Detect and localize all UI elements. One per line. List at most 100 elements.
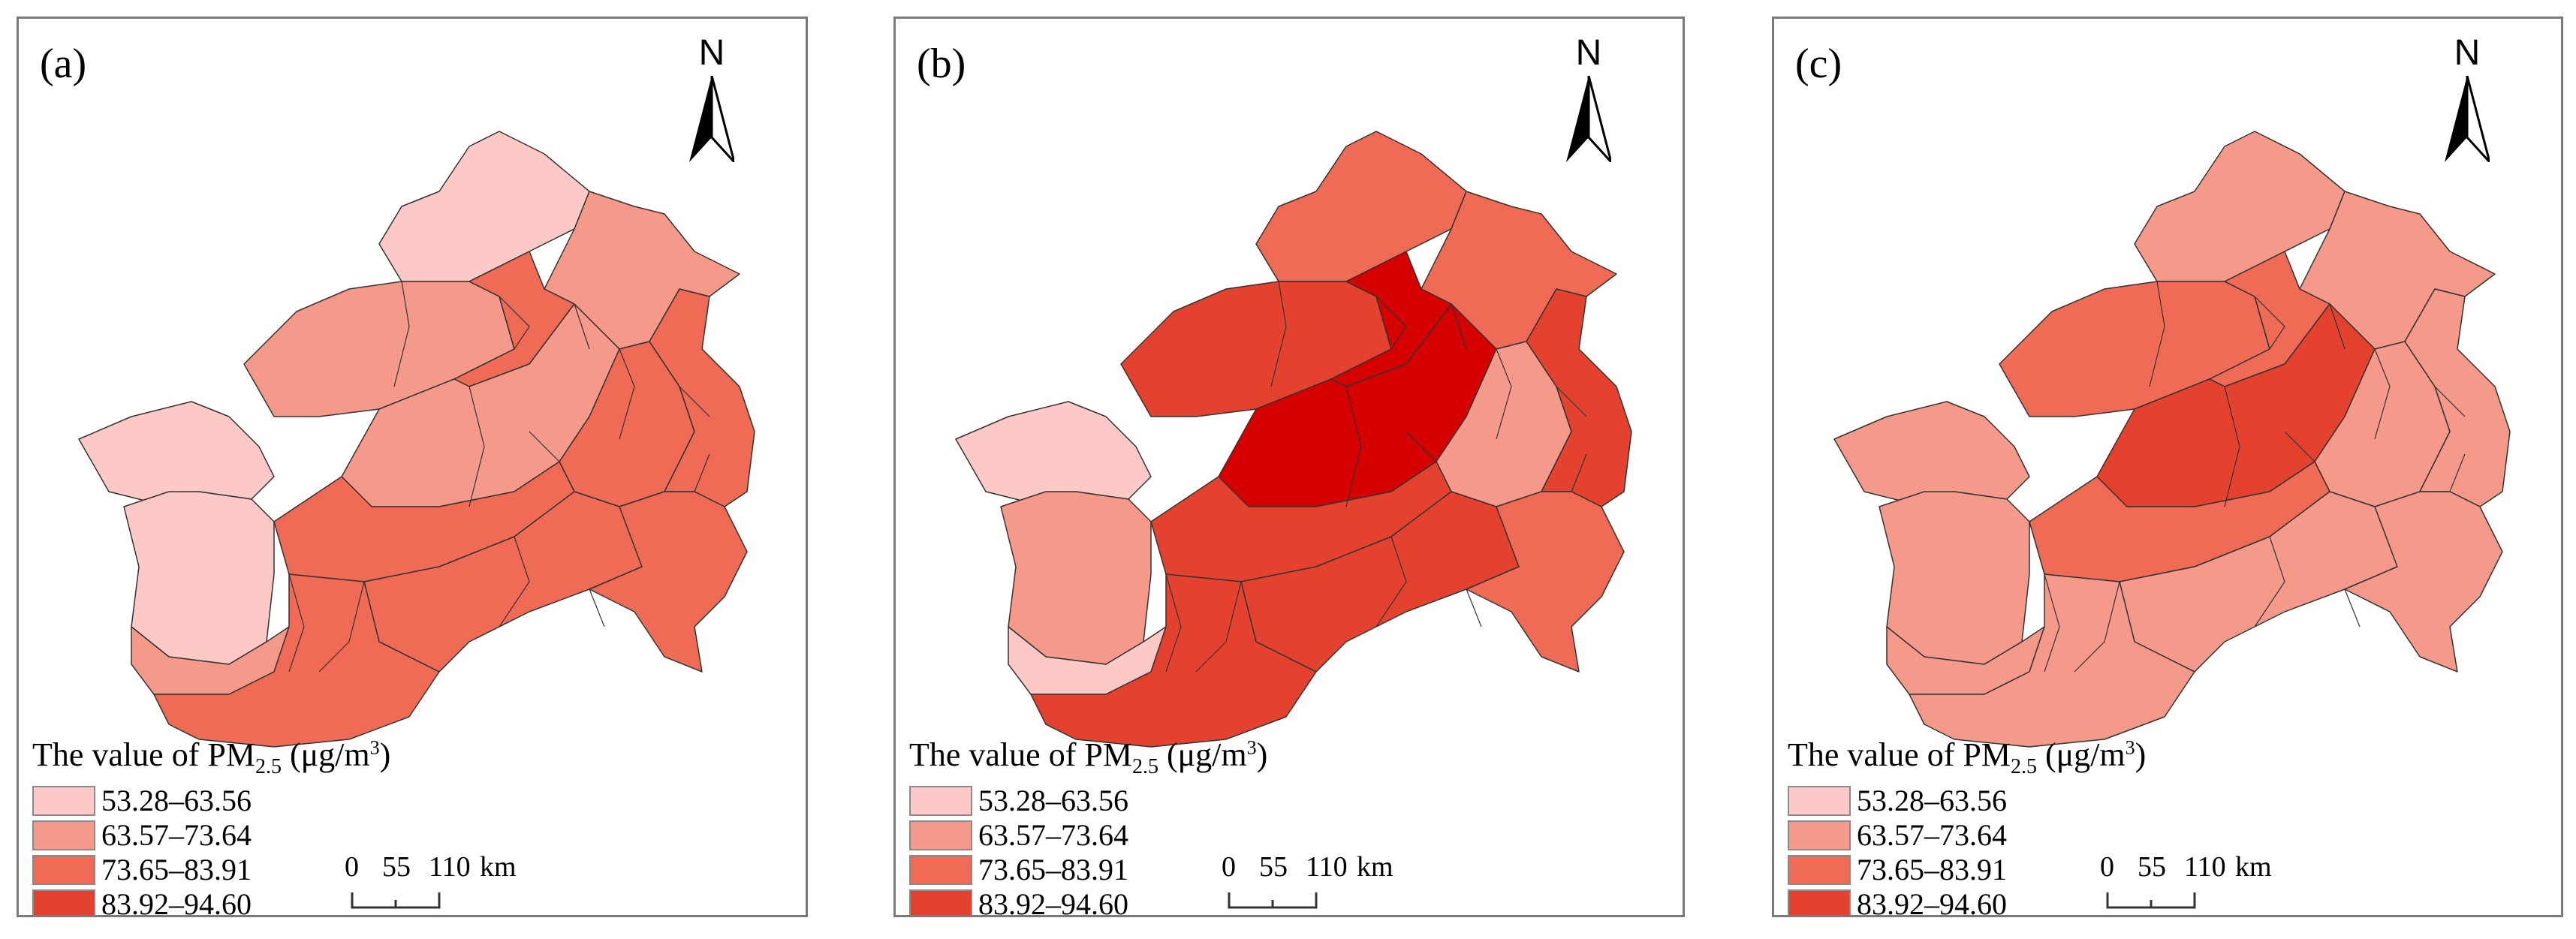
legend-title: The value of PM2.5 (μg/m3)	[909, 736, 1268, 778]
county-boundary	[2254, 296, 2285, 350]
county-boundary	[1165, 573, 1182, 673]
legend-label: 73.65–83.91	[978, 853, 1128, 887]
legend-item: 73.65–83.91	[909, 853, 1435, 887]
legend-label: 73.65–83.91	[101, 853, 252, 887]
county-boundary	[1466, 588, 1482, 628]
map-region-west_lobe	[1833, 401, 2030, 507]
legend-swatch	[32, 889, 95, 915]
county-boundary	[393, 281, 410, 387]
county-boundary	[589, 588, 605, 628]
legend-swatch	[1788, 854, 1851, 885]
county-boundary	[2224, 386, 2240, 507]
legend-swatch	[1788, 889, 1851, 915]
legend-swatch	[1788, 820, 1851, 850]
map-panel-a: (a) N The value of PM2.5 (μg/m3) 53.28–6…	[17, 17, 808, 917]
legend-item: 53.28–63.56	[32, 784, 558, 818]
county-boundary	[288, 573, 305, 673]
panel-label: (c)	[1795, 41, 1842, 87]
north-arrow: N	[1547, 32, 1630, 164]
north-label: N	[2454, 33, 2481, 73]
legend-label: 53.28–63.56	[1857, 784, 2007, 818]
panel-label: (b)	[917, 41, 966, 87]
scale-unit: km	[480, 851, 517, 883]
legend-label: 53.28–63.56	[978, 784, 1128, 818]
county-boundary	[1451, 303, 1467, 350]
choropleth-map	[1833, 131, 2511, 748]
legend-label: 73.65–83.91	[1857, 853, 2007, 887]
county-boundary	[318, 581, 365, 673]
north-arrow-icon	[2445, 76, 2490, 162]
county-boundary	[2044, 573, 2060, 673]
scale-tick-110: 110	[2184, 851, 2226, 883]
legend-swatch	[32, 854, 95, 885]
scale-bar-line	[2106, 892, 2196, 909]
north-arrow: N	[2426, 32, 2508, 164]
map-panel-b: (b) N The value of PM2.5 (μg/m3) 53.28–6…	[893, 17, 1685, 917]
county-boundary	[2284, 431, 2315, 462]
county-boundary	[529, 431, 560, 462]
legend-item: 73.65–83.91	[1788, 853, 2313, 887]
county-boundary	[1496, 348, 1512, 440]
county-boundary	[619, 348, 635, 440]
scale-tick-55: 55	[382, 851, 411, 883]
scale-bar-line	[351, 892, 441, 909]
legend-title: The value of PM2.5 (μg/m3)	[32, 736, 391, 778]
county-boundary	[1375, 536, 1407, 628]
legend-item: 53.28–63.56	[1788, 784, 2313, 818]
map-region-southwest	[1879, 491, 2030, 665]
map-region-south_bottom	[153, 573, 440, 748]
scale-bar: 0 55 110 km	[345, 850, 517, 915]
county-boundary	[2149, 281, 2165, 387]
county-boundary	[679, 386, 710, 417]
legend-item: 53.28–63.56	[909, 784, 1435, 818]
scale-tick-0: 0	[345, 851, 359, 883]
scale-bar: 0 55 110 km	[2100, 850, 2272, 915]
scale-bar-line	[1228, 892, 1318, 909]
county-boundary	[1345, 386, 1362, 507]
legend-item: 63.57–73.64	[1788, 818, 2313, 853]
legend-item: 63.57–73.64	[32, 818, 558, 853]
legend-item: 63.57–73.64	[909, 818, 1435, 853]
legend-item: 83.92–94.60	[909, 887, 1435, 917]
county-boundary	[1375, 296, 1407, 350]
legend-swatch	[909, 785, 972, 816]
legend-item: 73.65–83.91	[32, 853, 558, 887]
map-region-north	[1255, 131, 1467, 282]
map-region-south_bottom	[1909, 573, 2195, 748]
county-boundary	[1571, 453, 1587, 492]
legend: The value of PM2.5 (μg/m3) 53.28–63.56 63…	[1788, 736, 2313, 917]
legend-swatch	[32, 820, 95, 850]
legend: The value of PM2.5 (μg/m3) 53.28–63.56 63…	[909, 736, 1435, 917]
scale-unit: km	[1357, 851, 1393, 883]
north-label: N	[1575, 33, 1602, 73]
map-region-west_lobe	[955, 401, 1152, 507]
map-region-southwest	[1000, 491, 1152, 665]
map-region-east_rim	[649, 288, 755, 507]
legend-item: 83.92–94.60	[1788, 887, 2313, 917]
scale-tick-110: 110	[1306, 851, 1348, 883]
scale-tick-55: 55	[1259, 851, 1288, 883]
legend-label: 83.92–94.60	[101, 887, 252, 917]
legend-rows: 53.28–63.56 63.57–73.64 73.65–83.91 83.92–9…	[909, 784, 1435, 917]
county-boundary	[499, 296, 530, 350]
legend-label: 83.92–94.60	[1857, 887, 2007, 917]
county-boundary	[1270, 281, 1287, 387]
county-boundary	[499, 536, 530, 628]
county-boundary	[2074, 581, 2120, 673]
legend-swatch	[1788, 785, 1851, 816]
scale-bar: 0 55 110 km	[1222, 850, 1393, 915]
map-region-east_rim	[2404, 288, 2511, 507]
legend-label: 63.57–73.64	[1857, 818, 2007, 853]
scale-tick-55: 55	[2138, 851, 2166, 883]
county-boundary	[2374, 348, 2391, 440]
choropleth-map	[955, 131, 1632, 748]
legend-swatch	[909, 889, 972, 915]
legend-rows: 53.28–63.56 63.57–73.64 73.65–83.91 83.92–9…	[32, 784, 558, 917]
legend-item: 83.92–94.60	[32, 887, 558, 917]
legend-label: 83.92–94.60	[978, 887, 1128, 917]
scale-tick-0: 0	[1222, 851, 1236, 883]
legend: The value of PM2.5 (μg/m3) 53.28–63.56 63…	[32, 736, 558, 917]
map-region-west_lobe	[78, 401, 275, 507]
county-boundary	[2254, 536, 2285, 628]
north-arrow-icon	[689, 76, 734, 162]
